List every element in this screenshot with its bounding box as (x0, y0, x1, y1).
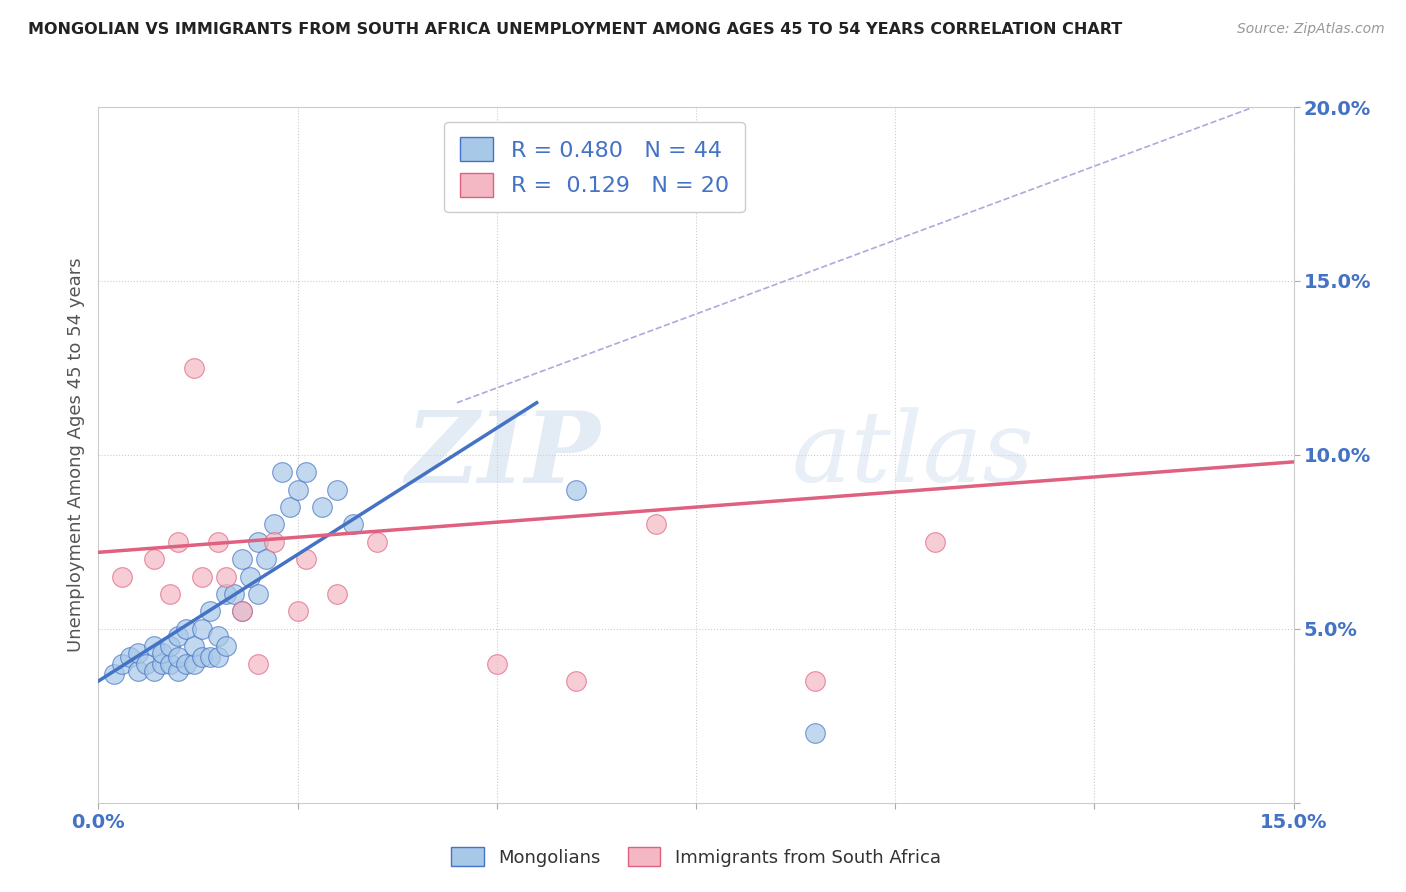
Point (278, 500, 301, 514)
Point (183, 639, 205, 653)
Point (485, 657, 508, 671)
Point (120, 649, 142, 664)
Point (167, 629, 190, 643)
Point (103, 667, 125, 681)
Point (804, 726, 827, 740)
Point (804, 674, 827, 689)
Point (191, 649, 214, 664)
Point (311, 500, 333, 514)
Point (246, 587, 269, 601)
Point (565, 674, 588, 689)
Point (207, 629, 229, 643)
Point (174, 622, 197, 636)
Point (231, 552, 253, 566)
Point (215, 587, 238, 601)
Point (326, 483, 349, 497)
Point (326, 587, 349, 601)
Point (924, 534, 946, 549)
Point (222, 587, 245, 601)
Point (270, 466, 292, 480)
Point (111, 657, 134, 671)
Text: Source: ZipAtlas.com: Source: ZipAtlas.com (1237, 22, 1385, 37)
Point (183, 657, 205, 671)
Point (215, 639, 238, 653)
Legend: Mongolians, Immigrants from South Africa: Mongolians, Immigrants from South Africa (444, 839, 948, 874)
Point (167, 664, 190, 678)
Point (207, 649, 229, 664)
Text: atlas: atlas (792, 408, 1035, 502)
Point (565, 483, 588, 497)
Text: MONGOLIAN VS IMMIGRANTS FROM SOUTH AFRICA UNEMPLOYMENT AMONG AGES 45 TO 54 YEARS: MONGOLIAN VS IMMIGRANTS FROM SOUTH AFRIC… (28, 22, 1122, 37)
Point (231, 605, 253, 619)
Point (246, 534, 269, 549)
Point (150, 646, 173, 660)
Point (174, 657, 197, 671)
Text: ZIP: ZIP (405, 407, 600, 503)
Point (191, 622, 214, 636)
Point (198, 649, 221, 664)
Point (111, 570, 134, 584)
Point (127, 646, 149, 660)
Point (645, 517, 668, 532)
Point (127, 664, 149, 678)
Point (263, 534, 285, 549)
Point (287, 605, 309, 619)
Point (294, 466, 316, 480)
Point (239, 570, 262, 584)
Point (167, 534, 190, 549)
Point (366, 534, 388, 549)
Point (198, 605, 221, 619)
Point (263, 517, 285, 532)
Point (143, 639, 166, 653)
Point (159, 639, 181, 653)
Point (254, 552, 277, 566)
Point (294, 552, 316, 566)
Point (167, 649, 190, 664)
Point (246, 657, 269, 671)
Point (183, 360, 205, 375)
Point (207, 534, 229, 549)
Point (215, 570, 238, 584)
Point (231, 605, 253, 619)
Y-axis label: Unemployment Among Ages 45 to 54 years: Unemployment Among Ages 45 to 54 years (66, 258, 84, 652)
Point (143, 664, 166, 678)
Point (191, 570, 214, 584)
Point (135, 657, 157, 671)
Point (143, 552, 166, 566)
Point (159, 657, 181, 671)
Point (150, 657, 173, 671)
Point (159, 587, 181, 601)
Point (287, 483, 309, 497)
Point (342, 517, 364, 532)
